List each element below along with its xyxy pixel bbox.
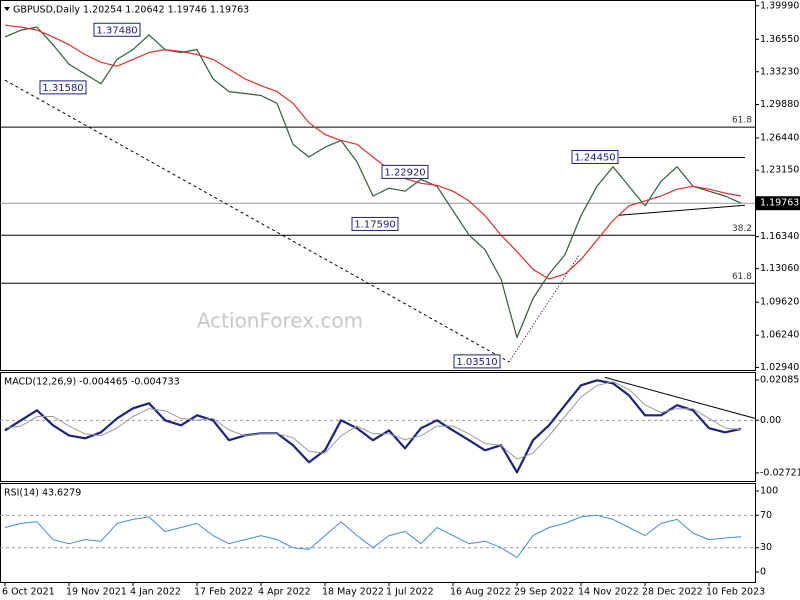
annotation-box [351, 216, 399, 231]
panel-frame [0, 372, 756, 482]
y-tick-label: 1.36550 [760, 34, 799, 45]
series-line [4, 26, 742, 339]
annotation-label: 1.37480 [96, 25, 137, 36]
x-tick-label: 4 Jan 2022 [130, 587, 181, 598]
annotation-label: 1.31580 [42, 83, 83, 94]
annotation-box [453, 354, 501, 369]
level-label: 38.2 [732, 224, 752, 234]
x-tick-label: 10 Feb 2023 [706, 587, 765, 598]
x-tick-label: 14 Nov 2022 [578, 587, 639, 598]
y-tick-label: 1.39990 [760, 0, 799, 11]
panel-title: GBPUSD,Daily 1.20254 1.20642 1.19746 1.1… [13, 5, 249, 16]
series-line [4, 379, 742, 474]
y-tick-label: 1.29880 [760, 99, 799, 110]
y-tick-label: 1.06240 [760, 330, 799, 341]
y-tick-label: 1.33230 [760, 66, 799, 77]
y-tick-label: 1.09620 [760, 297, 799, 308]
y-tick-label: 70 [760, 510, 772, 521]
trend-line [508, 255, 580, 363]
x-tick-label: 29 Sep 2022 [514, 587, 574, 598]
annotation-box [39, 80, 87, 95]
x-tick-label: 4 Apr 2022 [258, 587, 311, 598]
y-tick-label: 0 [760, 567, 766, 578]
trend-line [618, 204, 746, 216]
series-line [4, 24, 742, 280]
annotation-box [381, 164, 429, 179]
trend-line [604, 376, 756, 419]
last-price-box [756, 196, 800, 211]
panel-frame [0, 483, 756, 583]
trend-line [4, 79, 510, 363]
annotation-label: 1.24450 [574, 152, 615, 163]
series-line [4, 514, 742, 558]
y-tick-label: 1.16340 [760, 231, 799, 242]
x-tick-label: 17 Feb 2022 [194, 587, 253, 598]
annotation-label: 1.22920 [384, 167, 425, 178]
y-tick-label: 1.13060 [760, 263, 799, 274]
level-label: 61.8 [732, 116, 752, 126]
panel-frame [0, 0, 756, 371]
y-tick-label: 0.020858 [760, 375, 800, 386]
panel-title: RSI(14) 43.6279 [4, 488, 81, 499]
y-tick-label: 1.02940 [760, 362, 799, 373]
x-tick-label: 1 Jul 2022 [386, 587, 434, 598]
series-line [4, 381, 742, 460]
y-tick-label: -0.027213 [760, 467, 800, 478]
x-tick-label: 19 Nov 2021 [66, 587, 127, 598]
level-label: 61.8 [732, 272, 752, 282]
y-tick-label: 1.26440 [760, 133, 799, 144]
y-tick-label: 100 [760, 486, 778, 497]
y-tick-label: 1.23150 [760, 165, 799, 176]
x-tick-label: 28 Dec 2022 [642, 587, 703, 598]
x-tick-label: 18 May 2022 [322, 587, 384, 598]
last-price-label: 1.19763 [760, 198, 799, 209]
annotation-box [93, 22, 141, 37]
x-tick-label: 6 Oct 2021 [2, 587, 55, 598]
watermark: ActionForex.com [197, 309, 363, 333]
panel-title: MACD(12,26,9) -0.004465 -0.004733 [4, 377, 180, 388]
annotation-label: 1.03510 [456, 357, 497, 368]
x-tick-label: 16 Aug 2022 [450, 587, 511, 598]
annotation-box [571, 149, 619, 164]
annotation-label: 1.17590 [354, 219, 395, 230]
y-tick-label: 0.00 [760, 415, 781, 426]
y-tick-label: 30 [760, 542, 772, 553]
title-icon [4, 7, 10, 11]
